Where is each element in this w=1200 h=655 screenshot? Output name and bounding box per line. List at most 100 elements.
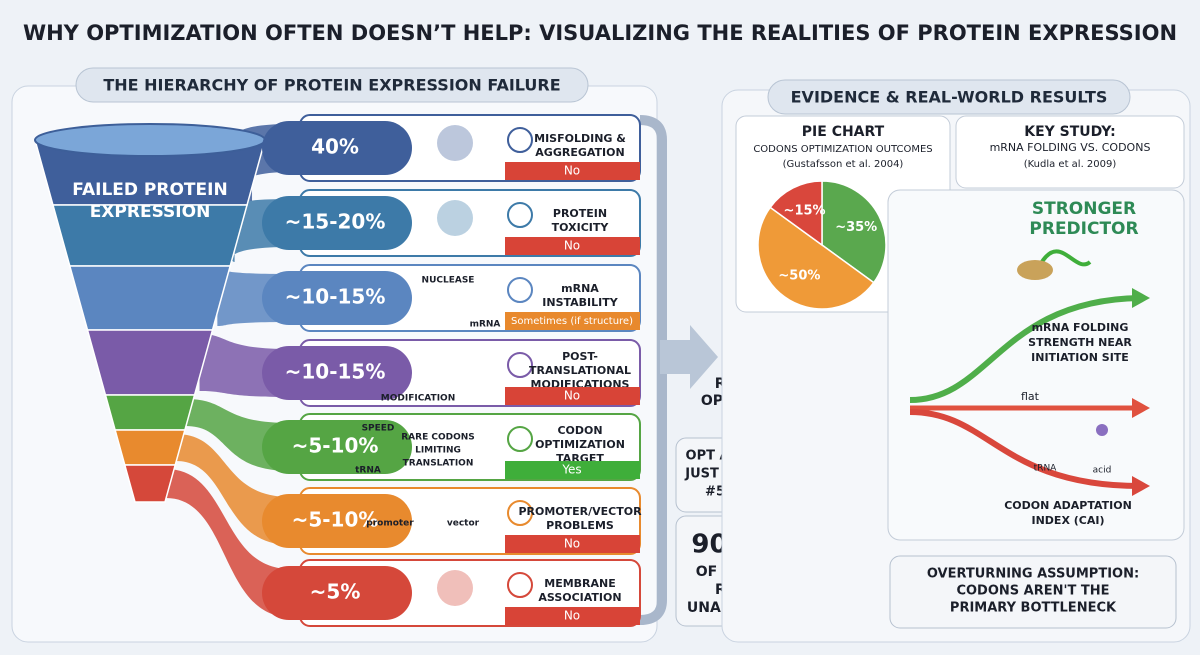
cause-label: AGGREGATION (535, 146, 624, 159)
funnel-band (68, 265, 232, 331)
funnel-rim (34, 123, 266, 157)
flat-label: flat (1021, 390, 1040, 403)
pie-source: (Gustafsson et al. 2004) (783, 159, 904, 170)
arrow (660, 325, 718, 389)
pie-subtitle: CODONS OPTIMIZATION OUTCOMES (753, 144, 932, 155)
status-label: No (564, 389, 580, 403)
study-card (955, 115, 1185, 189)
cause-icon (507, 352, 533, 378)
cause-icon (507, 277, 533, 303)
folding-label: mRNA FOLDING (1032, 321, 1129, 334)
row-percent: ~5-10% (292, 434, 379, 458)
funnel-label: EXPRESSION (90, 202, 211, 222)
hairpin-icon (1038, 249, 1092, 267)
pie-chart: ~35%IMPROVEDEXPRESSION~50%NO CHANGE~15%D… (757, 180, 964, 310)
row-badge (262, 420, 412, 474)
illustration-label: LIMITING (415, 446, 461, 456)
status-bar (505, 607, 640, 625)
status-bar (505, 461, 640, 479)
row-percent: ~15-20% (285, 210, 386, 234)
cai-label: INDEX (CAI) (1032, 514, 1105, 527)
status-label: Yes (561, 463, 581, 477)
funnel-band (104, 394, 196, 431)
cause-label: MEMBRANE (544, 577, 616, 590)
illustration-label: promoter (366, 519, 414, 529)
arrowhead (1132, 398, 1150, 418)
conclusion-label: PRIMARY BOTTLENECK (950, 601, 1117, 616)
study-title: KEY STUDY: (1024, 124, 1116, 140)
cause-label: mRNA (561, 282, 599, 295)
illustration-label: SPEED (362, 424, 395, 434)
cause-label: ASSOCIATION (538, 591, 621, 604)
predictor-label: STRONGER (1032, 199, 1136, 219)
status-label: No (564, 537, 580, 551)
illustration-label: mRNA (470, 320, 501, 330)
funnel-band (123, 464, 177, 503)
ribosome-icon (1017, 260, 1053, 280)
pie-title: PIE CHART (802, 124, 885, 140)
illustration-label: TRANSLATION (403, 459, 474, 469)
status-label: No (564, 609, 580, 623)
cause-icon (507, 426, 533, 452)
row-percent: ~10-15% (285, 360, 386, 384)
slice-label: ~35% (835, 220, 877, 235)
pie-slice (757, 206, 875, 310)
cause-label: POST- (562, 350, 598, 363)
row-badge (262, 566, 412, 620)
row-percent: ~10-15% (285, 285, 386, 309)
illustration-label: tRNA (355, 466, 381, 476)
slice-label: ~15% (784, 203, 826, 218)
arrowhead (1132, 476, 1150, 496)
cai-label: CODON ADAPTATION (1004, 499, 1132, 512)
status-label: Sometimes (if structure) (511, 316, 633, 327)
study-subtitle: mRNA FOLDING VS. CODONS (990, 141, 1151, 154)
row-badge (262, 346, 412, 400)
slice-label: ~50% (778, 269, 820, 284)
folding-label: STRENGTH NEAR (1028, 336, 1132, 349)
status-bar (505, 237, 640, 255)
illustration-label: NUCLEASE (422, 276, 475, 286)
funnel-label: FAILED PROTEIN (72, 180, 227, 200)
cai-curve (909, 409, 1141, 489)
conclusion-label: CODONS AREN'T THE (956, 584, 1109, 599)
status-bar (505, 535, 640, 553)
illustration-label: vector (447, 519, 480, 529)
cause-icon (507, 500, 533, 526)
illustration (437, 125, 473, 161)
row-badge (262, 196, 412, 250)
illustration-label: MODIFICATION (381, 394, 455, 404)
acid-icon (1096, 424, 1108, 436)
left-heading: THE HIERARCHY OF PROTEIN EXPRESSION FAIL… (103, 76, 560, 95)
funnel-band (86, 329, 214, 396)
graph-card (887, 189, 1185, 541)
ribbon (166, 469, 290, 617)
illustration-label: RARE CODONS (401, 433, 475, 443)
cause-label: OPTIMIZATION (535, 438, 625, 451)
status-label: No (564, 164, 580, 178)
folding-curve (909, 295, 1141, 403)
conclusion-label: OVERTURNING ASSUMPTION: (927, 567, 1139, 582)
folding-label: INITIATION SITE (1031, 351, 1129, 364)
cause-label: PROTEIN (553, 207, 607, 220)
rows: 40% MISFOLDING &AGGREGATION No ~15-20% PROTE… (262, 114, 642, 627)
right-heading: EVIDENCE & REAL-WORLD RESULTS (791, 88, 1108, 107)
status-bar (505, 162, 640, 180)
illustration (437, 570, 473, 606)
ribbon (176, 434, 290, 545)
cause-label: MISFOLDING & (534, 132, 626, 145)
predictor-label: PREDICTOR (1029, 219, 1138, 239)
row-badge (262, 494, 412, 548)
row-percent: 40% (311, 135, 359, 159)
acid-label: acid (1093, 466, 1112, 476)
status-bar (505, 387, 640, 405)
status-label: No (564, 239, 580, 253)
cause-label: INSTABILITY (542, 296, 618, 309)
cause-icon (507, 572, 533, 598)
cause-label: CODON (557, 424, 602, 437)
funnel-band (114, 429, 186, 466)
cause-label: TRANSLATIONAL (529, 364, 631, 377)
cause-label: TOXICITY (552, 221, 610, 234)
heading-pill (767, 79, 1131, 115)
row-percent: ~5% (310, 580, 361, 604)
